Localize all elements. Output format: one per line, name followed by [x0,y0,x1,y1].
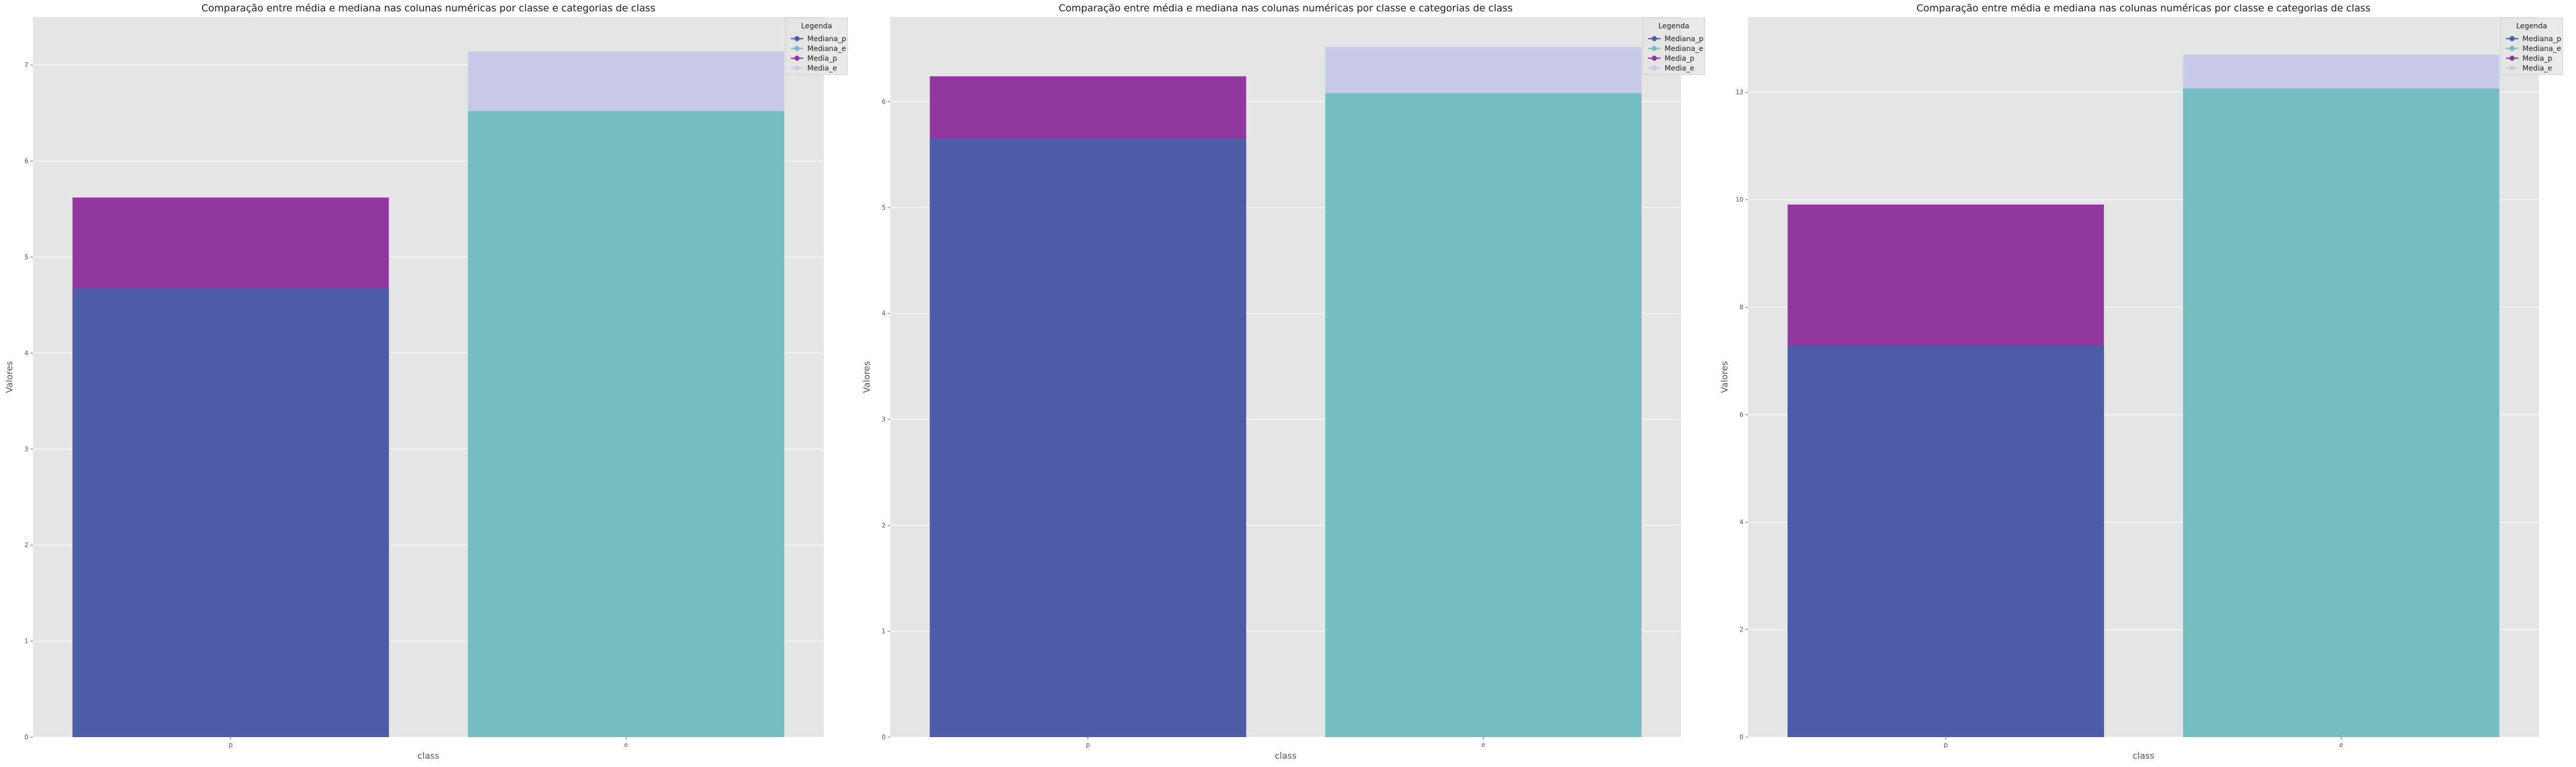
x-axis-label: class [417,751,439,761]
bar-mediana-e [1325,93,1642,737]
chart-title: Comparação entre média e mediana nas col… [1059,3,1513,14]
bar-mediana-p [1787,346,2104,737]
legend-label-media-e: Media_e [807,64,837,73]
x-tick-label-p: p [1944,741,1948,748]
chart-panel-3: 0 2 4 6 8 10 12 p e Comparação entre média e medi… [1720,3,2563,761]
legend-marker-media-p [2510,56,2515,61]
legend-marker-mediana-p [2510,36,2515,41]
legend-label-media-e: Media_e [2522,64,2552,73]
x-axis-label: class [2132,751,2154,761]
legend-marker-media-p [794,56,800,61]
bar-mediana-p [929,139,1246,737]
x-tick-label-e: e [624,741,628,748]
y-tick-label: 5 [882,204,886,211]
chart-title: Comparação entre média e mediana nas col… [1917,3,2370,14]
legend-marker-mediana-p [1652,36,1657,41]
y-tick-label: 4 [1739,519,1743,526]
legend-label-mediana-e: Mediana_e [807,45,846,53]
x-tick-label-e: e [2340,741,2343,748]
y-tick-label: 1 [24,638,28,645]
chart-panel-2: 0 1 2 3 4 5 6 p e Comparação entre média e median… [862,3,1705,761]
chart-panel-1: 0 1 2 3 4 5 6 7 p e Comparação entre média e media… [5,3,848,761]
legend-marker-media-e [794,65,800,71]
legend-title: Legenda [801,22,832,30]
legend-label-media-e: Media_e [1665,64,1694,73]
legend-marker-mediana-p [794,36,800,41]
y-tick-label: 1 [882,627,886,635]
y-tick-label: 6 [1739,411,1743,418]
chart-title: Comparação entre média e mediana nas col… [201,3,655,14]
x-tick-label-p: p [1086,741,1090,748]
y-tick-label: 10 [1736,196,1743,203]
x-tick-label-p: p [229,741,233,748]
legend-marker-media-p [1652,56,1657,61]
y-axis-label: Valores [1720,361,1730,393]
y-tick-label: 8 [1739,303,1743,311]
y-tick-label: 7 [24,61,28,69]
y-tick-label: 0 [24,734,28,741]
y-tick-label: 2 [882,522,886,529]
y-tick-label: 5 [24,253,28,261]
y-tick-label: 6 [882,98,886,105]
legend-marker-media-e [1652,65,1657,71]
y-tick-label: 0 [882,734,886,741]
y-tick-label: 12 [1736,89,1743,96]
x-axis-label: class [1275,751,1296,761]
legend-title: Legenda [2516,22,2547,30]
y-tick-label: 4 [24,349,28,356]
legend-label-mediana-e: Mediana_e [1665,45,1703,53]
bar-mediana-p [72,288,389,737]
bar-mediana-e [468,111,785,737]
legend-title: Legenda [1658,22,1689,30]
legend-label-mediana-p: Mediana_p [2522,35,2562,43]
legend-marker-mediana-e [794,46,800,51]
legend-marker-mediana-e [1652,46,1657,51]
bar-mediana-e [2183,88,2500,737]
y-tick-label: 0 [1739,734,1743,741]
legend-label-mediana-e: Mediana_e [2522,45,2561,53]
y-tick-label: 4 [882,310,886,317]
y-tick-label: 6 [24,158,28,165]
y-tick-label: 2 [24,541,28,549]
legend-label-media-p: Media_p [807,55,837,63]
legend-label-media-p: Media_p [2522,55,2552,63]
legend-label-mediana-p: Mediana_p [807,35,846,43]
legend-marker-media-e [2510,65,2515,71]
legend-label-media-p: Media_p [1665,55,1694,63]
y-axis-label: Valores [5,361,15,393]
y-tick-label: 2 [1739,626,1743,633]
legend-marker-mediana-e [2510,46,2515,51]
y-tick-label: 3 [882,416,886,423]
legend-label-mediana-p: Mediana_p [1665,35,1704,43]
x-tick-label-e: e [1482,741,1485,748]
y-axis-label: Valores [862,361,872,393]
y-tick-label: 3 [24,446,28,453]
